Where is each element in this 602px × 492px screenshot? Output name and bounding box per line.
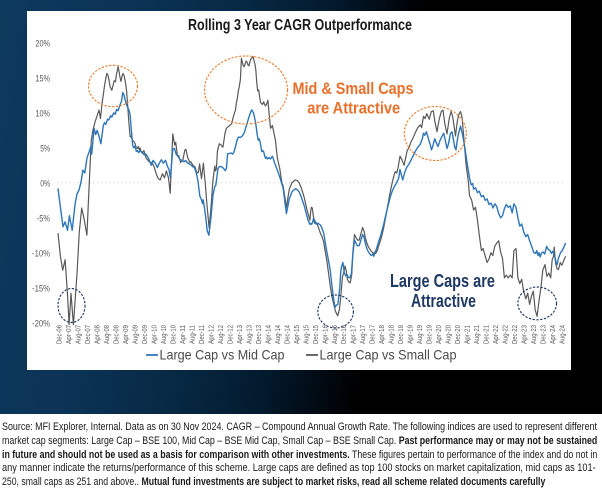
svg-text:Aug-14: Aug-14 bbox=[275, 325, 282, 344]
svg-text:Aug-10: Aug-10 bbox=[161, 325, 168, 344]
svg-text:Aug-07: Aug-07 bbox=[76, 325, 83, 344]
svg-text:Dec-11: Dec-11 bbox=[199, 325, 206, 344]
svg-text:Aug-17: Aug-17 bbox=[360, 325, 367, 344]
svg-text:Apr-07: Apr-07 bbox=[66, 325, 73, 344]
svg-text:Dec-09: Dec-09 bbox=[142, 325, 149, 344]
svg-text:Aug-19: Aug-19 bbox=[417, 325, 424, 344]
svg-text:-5%: -5% bbox=[37, 214, 51, 225]
svg-text:Apr-11: Apr-11 bbox=[180, 325, 187, 344]
svg-text:Aug-11: Aug-11 bbox=[189, 325, 196, 344]
svg-text:Dec-22: Dec-22 bbox=[512, 325, 519, 344]
svg-text:Apr-16: Apr-16 bbox=[322, 325, 329, 344]
svg-text:-20%: -20% bbox=[32, 318, 50, 329]
svg-text:15%: 15% bbox=[35, 74, 50, 85]
svg-text:20%: 20% bbox=[35, 39, 50, 50]
svg-text:Dec-12: Dec-12 bbox=[227, 325, 234, 344]
svg-text:Dec-18: Dec-18 bbox=[398, 325, 405, 344]
svg-text:Dec-23: Dec-23 bbox=[541, 325, 548, 344]
svg-text:Attractive: Attractive bbox=[411, 291, 476, 311]
svg-text:Dec-20: Dec-20 bbox=[455, 325, 462, 344]
svg-text:Aug-13: Aug-13 bbox=[246, 325, 253, 344]
svg-text:Dec-14: Dec-14 bbox=[284, 325, 291, 344]
svg-text:Aug-09: Aug-09 bbox=[133, 325, 140, 344]
svg-text:Apr-24: Apr-24 bbox=[550, 325, 557, 344]
svg-text:Apr-10: Apr-10 bbox=[152, 325, 159, 344]
svg-text:Dec-07: Dec-07 bbox=[85, 325, 92, 344]
svg-text:Dec-21: Dec-21 bbox=[484, 325, 491, 344]
svg-text:Dec-08: Dec-08 bbox=[114, 325, 121, 344]
svg-text:Aug-16: Aug-16 bbox=[332, 325, 339, 344]
svg-text:5%: 5% bbox=[40, 144, 50, 155]
svg-text:Apr-08: Apr-08 bbox=[95, 325, 102, 344]
svg-text:Apr-17: Apr-17 bbox=[351, 325, 358, 344]
svg-text:-15%: -15% bbox=[32, 284, 50, 295]
svg-text:Aug-24: Aug-24 bbox=[560, 325, 567, 344]
svg-text:Apr-12: Apr-12 bbox=[208, 325, 215, 344]
svg-text:Large Cap vs Small Cap: Large Cap vs Small Cap bbox=[320, 347, 457, 363]
svg-text:Apr-23: Apr-23 bbox=[522, 325, 529, 344]
svg-text:Apr-15: Apr-15 bbox=[294, 325, 301, 344]
svg-text:Dec-17: Dec-17 bbox=[370, 325, 377, 344]
svg-text:Aug-12: Aug-12 bbox=[218, 325, 225, 344]
svg-text:Mid & Small Caps: Mid & Small Caps bbox=[293, 79, 414, 98]
svg-text:Apr-20: Apr-20 bbox=[436, 325, 443, 344]
svg-text:Large Cap vs Mid Cap: Large Cap vs Mid Cap bbox=[160, 347, 285, 363]
svg-text:Dec-19: Dec-19 bbox=[427, 325, 434, 344]
svg-text:Apr-19: Apr-19 bbox=[408, 325, 415, 344]
svg-text:Apr-13: Apr-13 bbox=[237, 325, 244, 344]
svg-text:Dec-06: Dec-06 bbox=[57, 325, 64, 344]
svg-text:Apr-18: Apr-18 bbox=[379, 325, 386, 344]
svg-text:Dec-10: Dec-10 bbox=[171, 325, 178, 344]
svg-text:-10%: -10% bbox=[32, 249, 50, 260]
svg-text:Aug-23: Aug-23 bbox=[531, 325, 538, 344]
svg-text:0%: 0% bbox=[40, 179, 50, 190]
svg-text:are Attractive: are Attractive bbox=[307, 98, 400, 117]
svg-text:Aug-21: Aug-21 bbox=[474, 325, 481, 344]
svg-text:Aug-15: Aug-15 bbox=[303, 325, 310, 344]
svg-text:Aug-08: Aug-08 bbox=[104, 325, 111, 344]
svg-text:Dec-15: Dec-15 bbox=[313, 325, 320, 344]
svg-text:10%: 10% bbox=[35, 109, 50, 120]
svg-text:Apr-22: Apr-22 bbox=[493, 325, 500, 344]
svg-text:Aug-18: Aug-18 bbox=[389, 325, 396, 344]
svg-text:Aug-20: Aug-20 bbox=[446, 325, 453, 344]
svg-text:Apr-09: Apr-09 bbox=[123, 325, 130, 344]
svg-text:Dec-16: Dec-16 bbox=[341, 325, 348, 344]
svg-text:Rolling 3 Year CAGR Outperform: Rolling 3 Year CAGR Outperformance bbox=[188, 17, 412, 34]
svg-text:Large Caps are: Large Caps are bbox=[390, 271, 495, 291]
svg-text:Apr-21: Apr-21 bbox=[465, 325, 472, 344]
svg-text:Dec-13: Dec-13 bbox=[256, 325, 263, 344]
svg-text:Aug-22: Aug-22 bbox=[503, 325, 510, 344]
svg-text:Apr-14: Apr-14 bbox=[265, 325, 272, 344]
